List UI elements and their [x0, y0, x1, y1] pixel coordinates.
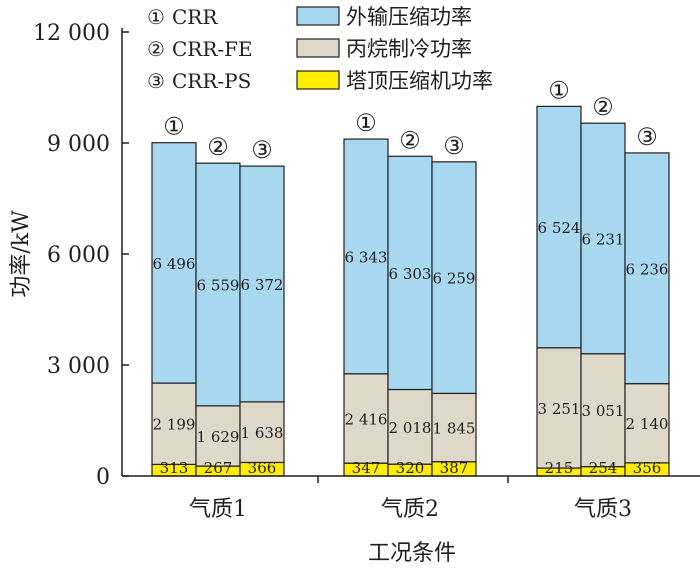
y-tick-label: 3 000: [47, 354, 110, 379]
bar-segment: [536, 105, 582, 349]
case-marker: ③: [636, 123, 658, 151]
case-legend-name: CRR-PS: [172, 69, 251, 93]
legend-label: 丙烷制冷功率: [346, 37, 472, 61]
case-marker: ①: [163, 113, 185, 141]
case-legend-marker: ①: [147, 5, 165, 29]
data-label: 1 845: [433, 420, 476, 438]
x-tick-label: 气质2: [381, 497, 439, 522]
bar-segment: [580, 353, 626, 468]
bar-segment: [151, 142, 197, 384]
data-label: 2 416: [345, 410, 388, 428]
bar-segment: [195, 405, 241, 467]
y-tick-label: 9 000: [47, 132, 110, 157]
legend-swatch: [296, 6, 340, 26]
case-marker: ③: [443, 132, 465, 160]
data-label: 2 140: [626, 415, 669, 433]
data-label: 6 496: [153, 255, 196, 273]
bar-segment: [195, 162, 241, 407]
bar-segment: [343, 138, 389, 375]
bar-segment: [387, 155, 433, 391]
data-label: 6 343: [345, 248, 388, 266]
data-label: 6 236: [626, 260, 669, 278]
data-label: 6 524: [538, 219, 581, 237]
data-label: 3 251: [538, 400, 581, 418]
data-label: 356: [633, 459, 662, 477]
case-legend-marker: ②: [147, 37, 165, 61]
bar-segment: [624, 152, 670, 385]
case-legend-name: CRR: [172, 5, 218, 29]
data-label: 6 303: [389, 265, 432, 283]
y-tick-label: 0: [96, 465, 110, 490]
data-label: 366: [248, 459, 277, 477]
y-tick-label: 6 000: [47, 243, 110, 268]
bar-segment: [431, 392, 477, 463]
case-marker: ①: [548, 76, 570, 104]
case-legend-marker: ③: [147, 69, 165, 93]
legend-swatch: [296, 70, 340, 90]
case-legend-name: CRR-FE: [172, 37, 253, 61]
data-label: 3 051: [582, 402, 625, 420]
case-marker: ②: [399, 126, 421, 154]
data-label: 1 629: [197, 428, 240, 446]
data-label: 6 259: [433, 270, 476, 288]
data-label: 6 231: [582, 230, 625, 248]
data-label: 267: [204, 459, 233, 477]
data-label: 387: [440, 459, 469, 477]
data-label: 313: [160, 459, 189, 477]
x-axis-title: 工况条件: [368, 541, 456, 566]
bar-segment: [239, 165, 285, 403]
data-label: 347: [352, 459, 381, 477]
bar-segment: [536, 347, 582, 469]
case-marker: ③: [251, 136, 273, 164]
legend-label: 塔顶压缩机功率: [346, 69, 493, 93]
data-label: 320: [396, 459, 425, 477]
y-axis-title: 功率/kW: [9, 210, 34, 298]
data-label: 2 018: [389, 419, 432, 437]
data-label: 1 638: [241, 424, 284, 442]
bar-segment: [431, 161, 477, 395]
y-tick-label: 12 000: [33, 21, 110, 46]
case-marker: ②: [592, 93, 614, 121]
case-marker: ②: [207, 133, 229, 161]
data-label: 254: [589, 459, 618, 477]
bar-segment: [580, 122, 626, 355]
data-label: 2 199: [153, 416, 196, 434]
x-tick-label: 气质3: [574, 497, 632, 522]
data-label: 6 372: [241, 276, 284, 294]
legend-label: 外输压缩功率: [346, 5, 472, 29]
case-marker: ①: [355, 109, 377, 137]
x-tick-label: 气质1: [189, 497, 247, 522]
data-label: 6 559: [197, 277, 240, 295]
data-label: 215: [545, 459, 574, 477]
bar-segment: [239, 401, 285, 464]
legend-swatch: [296, 38, 340, 58]
